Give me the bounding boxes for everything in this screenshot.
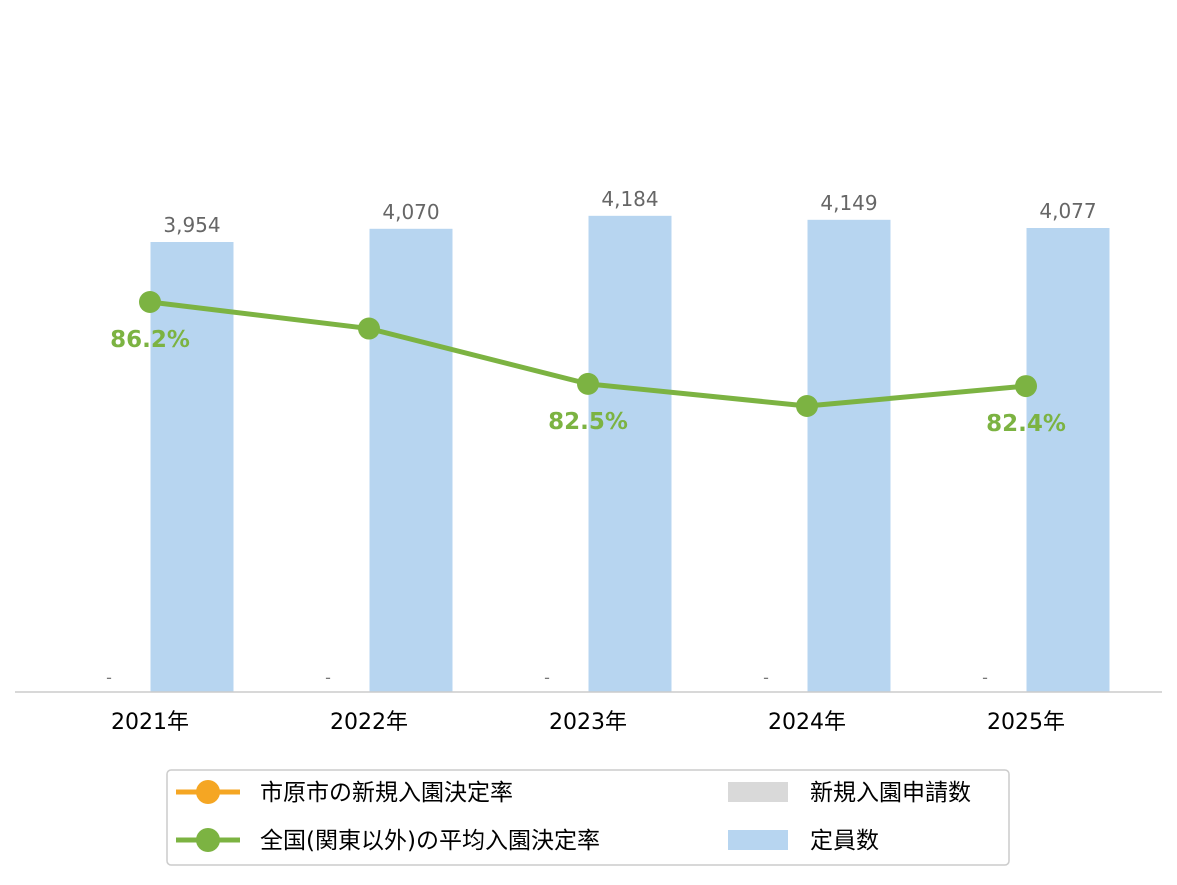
national-rate-label: 82.4% [986,411,1066,437]
x-tick-label: 2022年 [330,710,408,735]
legend-label: 新規入園申請数 [810,780,971,806]
capacity-bar [150,241,234,693]
national-rate-point [358,317,380,340]
national-rate-point [796,395,818,417]
applications-bar-label: - [325,668,331,687]
capacity-bar [369,228,453,693]
line-layer: 86.2% 82.5% 82.4% [110,291,1066,437]
legend-label: 定員数 [810,828,879,854]
x-tick-label: 2021年 [111,710,189,735]
national-rate-label: 82.5% [548,409,628,435]
capacity-bar-label: 4,149 [820,191,877,215]
legend-dot-swatch [196,780,220,804]
legend-dot-swatch [196,828,220,852]
x-tick-label: 2023年 [549,710,627,735]
capacity-bar [807,219,891,692]
applications-bar-label: - [544,668,550,687]
applications-bar-label: - [982,668,988,687]
capacity-bar-label: 4,184 [601,187,658,211]
national-rate-label: 86.2% [110,327,190,353]
x-tick-label: 2025年 [987,710,1065,735]
applications-bar-label: - [106,668,112,687]
capacity-bar-label: 4,077 [1039,199,1096,223]
national-rate-point [1015,375,1037,398]
legend-box-swatch [728,830,788,850]
legend-box [166,769,1010,866]
capacity-bar [588,215,672,692]
legend-label: 市原市の新規入園決定率 [260,780,513,806]
legend-box-swatch [728,782,788,802]
capacity-bar [1026,227,1110,692]
bars-layer: - 3,954 - 4,070 - 4,184 - 4,149 - 4,077 [106,187,1110,693]
x-axis: 2021年 2022年 2023年 2024年 2025年 [15,691,1162,735]
applications-bar-label: - [763,668,769,687]
national-rate-point [139,291,161,313]
capacity-bar-label: 4,070 [382,200,439,224]
capacity-bar-label: 3,954 [163,213,220,237]
legend-label: 全国(関東以外)の平均入園決定率 [260,828,600,854]
x-tick-label: 2024年 [768,710,846,735]
national-rate-point [577,372,599,395]
